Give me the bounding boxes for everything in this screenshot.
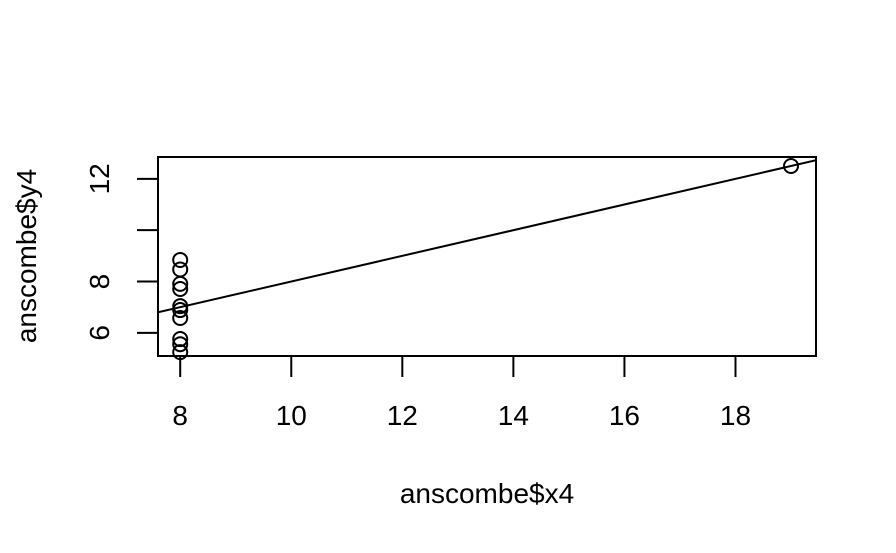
x-tick-label: 12 xyxy=(387,400,418,431)
x-axis-label: anscombe$x4 xyxy=(400,478,574,509)
x-axis: 8 10 12 14 16 18 xyxy=(172,356,751,431)
x-tick-label: 14 xyxy=(498,400,529,431)
data-point xyxy=(172,309,189,326)
data-point xyxy=(172,275,189,292)
data-point xyxy=(172,251,189,268)
y-tick-label: 12 xyxy=(84,163,115,194)
y-tick-label: 6 xyxy=(84,325,115,341)
data-point xyxy=(172,280,189,297)
plot-frame xyxy=(157,156,817,357)
x-tick-label: 16 xyxy=(609,400,640,431)
x-tick-label: 8 xyxy=(172,400,188,431)
regression-line xyxy=(158,159,816,314)
y-axis: 6 8 12 xyxy=(84,163,158,341)
y-axis-label: anscombe$y4 xyxy=(11,169,42,343)
data-point xyxy=(172,336,189,353)
regression-layer xyxy=(158,159,816,314)
y-tick-label: 8 xyxy=(84,274,115,290)
x-tick-label: 18 xyxy=(720,400,751,431)
data-point xyxy=(172,302,189,319)
x-tick-label: 10 xyxy=(276,400,307,431)
data-point xyxy=(783,157,800,174)
